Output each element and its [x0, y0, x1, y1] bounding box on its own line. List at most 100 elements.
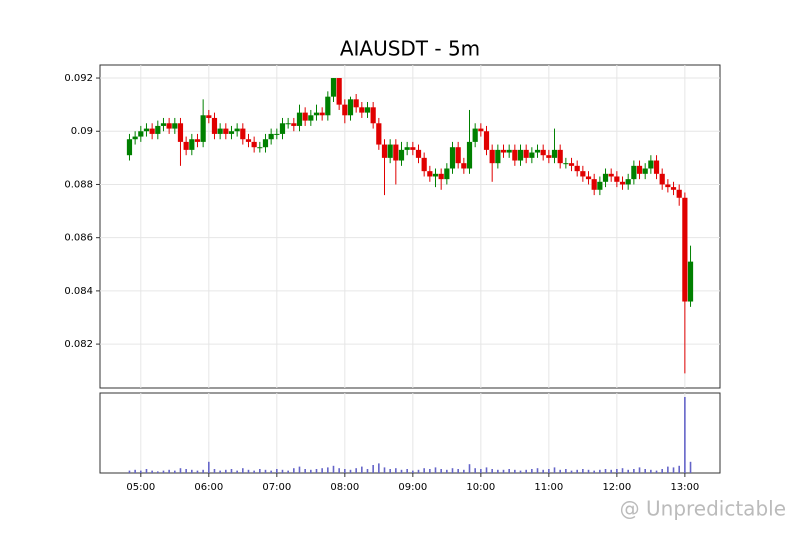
volume-bar	[281, 469, 284, 473]
candle-body	[529, 152, 535, 158]
volume-bar	[536, 468, 539, 473]
candle-body	[251, 141, 257, 148]
volume-bar	[474, 468, 476, 473]
candle-body	[512, 149, 518, 161]
x-tick-label: 11:00	[534, 482, 563, 493]
x-tick-label: 09:00	[398, 482, 427, 493]
candle-body	[557, 149, 563, 164]
volume-bar	[559, 469, 561, 473]
volume-bar	[389, 469, 391, 473]
volume-bar	[582, 469, 584, 473]
volume-bar	[621, 468, 624, 473]
volume-bar	[672, 467, 675, 473]
volume-bar	[531, 469, 533, 473]
candle-body	[636, 165, 643, 174]
candle-body	[183, 141, 189, 150]
volume-bar	[213, 469, 216, 473]
volume-bar	[440, 469, 442, 473]
x-tick-label: 08:00	[330, 482, 359, 493]
candle-body	[534, 149, 541, 153]
volume-bar	[168, 469, 170, 473]
volume-bar	[196, 470, 199, 473]
volume-bar	[508, 469, 510, 473]
volume-bar	[128, 470, 131, 473]
volume-bar	[253, 470, 255, 473]
volume-bar	[332, 465, 335, 473]
candle-body	[551, 149, 558, 158]
candle-body	[653, 160, 660, 174]
volume-bar	[378, 463, 380, 473]
volume-bar	[457, 469, 459, 473]
candle-body	[461, 163, 467, 169]
volume-bar	[542, 469, 544, 473]
candle-body	[427, 171, 433, 177]
volume-bar	[174, 470, 176, 473]
volume-bar	[349, 469, 352, 473]
candle-body	[228, 131, 235, 134]
candle-body	[302, 112, 308, 121]
candle-body	[155, 125, 161, 134]
volume-bar	[287, 470, 289, 473]
volume-bar	[361, 466, 363, 473]
candle-body	[415, 149, 422, 158]
volume-bar	[395, 468, 397, 473]
x-tick-label: 13:00	[670, 482, 699, 493]
volume-bar	[338, 468, 340, 473]
candle-body	[625, 179, 631, 185]
candle-body	[483, 131, 490, 150]
volume-bar	[667, 466, 669, 473]
candle-body	[189, 139, 195, 150]
volume-bar	[162, 470, 165, 473]
candle-body	[217, 128, 223, 134]
volume-bar	[689, 461, 692, 473]
volume-bar	[587, 469, 590, 473]
volume-bar	[400, 469, 403, 473]
x-tick-label: 07:00	[262, 482, 291, 493]
volume-bar	[610, 469, 612, 473]
candle-body	[325, 96, 331, 116]
volume-bar	[315, 469, 318, 473]
candle-body	[602, 173, 609, 182]
candle-body	[200, 115, 206, 142]
x-tick-label: 10:00	[466, 482, 495, 493]
candle-body	[585, 176, 592, 180]
volume-bar	[548, 469, 550, 473]
candle-body	[687, 261, 694, 302]
volume-bar	[638, 467, 641, 473]
candle-body	[353, 99, 359, 108]
candle-body	[580, 171, 586, 177]
volume-bar	[491, 469, 493, 473]
volume-bar	[412, 470, 414, 473]
candle-body	[517, 149, 524, 161]
candle-body	[291, 123, 297, 126]
volume-bar	[264, 469, 267, 473]
candle-body	[495, 149, 501, 164]
volume-bar	[242, 468, 244, 473]
candle-body	[268, 133, 274, 140]
candle-body	[381, 144, 388, 158]
candle-body	[342, 104, 348, 116]
candle-body	[262, 139, 269, 148]
volume-bar	[565, 469, 567, 473]
volume-bar	[298, 466, 301, 473]
volume-bar	[259, 469, 261, 473]
volume-bar	[208, 461, 210, 473]
volume-bar	[270, 470, 272, 473]
candle-body	[223, 128, 229, 134]
candle-body	[172, 123, 178, 129]
volume-bar	[321, 468, 323, 473]
volume-bar	[134, 469, 136, 473]
volume-bar	[616, 469, 618, 473]
volume-bar	[191, 469, 193, 473]
candle-body	[608, 173, 614, 177]
volume-bar	[355, 468, 357, 473]
candle-body	[308, 115, 314, 121]
volume-bar	[383, 467, 386, 473]
candle-body	[478, 128, 484, 132]
candle-body	[466, 141, 473, 169]
candle-body	[665, 184, 671, 188]
candle-body	[359, 107, 365, 113]
candle-body	[370, 107, 376, 124]
volume-bar	[230, 469, 233, 473]
